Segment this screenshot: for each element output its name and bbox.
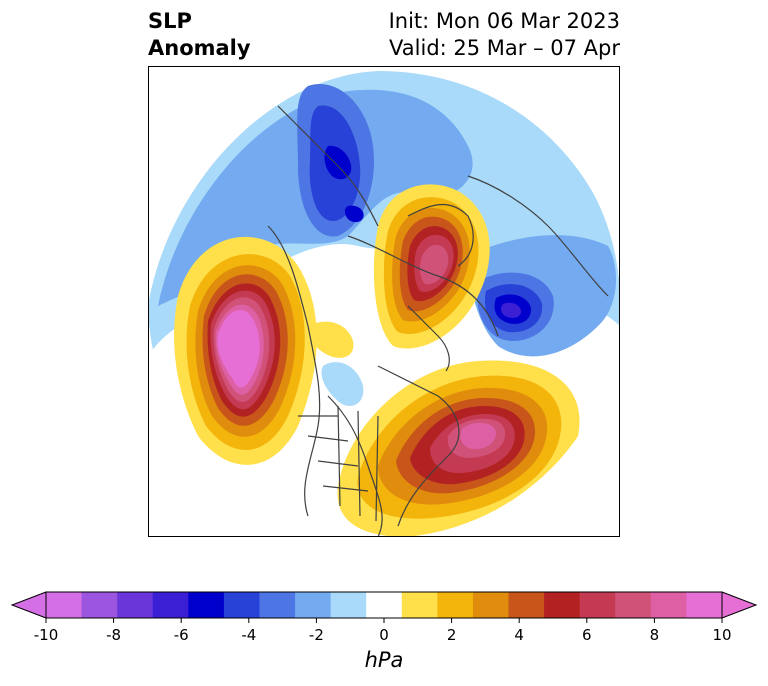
colorbar-tick-label: -6 [173, 626, 189, 644]
polar-map [148, 66, 620, 537]
title-left: SLP Anomaly [148, 8, 251, 62]
colorbar-cell [615, 592, 652, 618]
colorbar-cell [508, 592, 545, 618]
colorbar-extend-high [721, 591, 758, 619]
map-frame [148, 66, 620, 537]
colorbar-cells [10, 591, 758, 623]
colorbar-cell [579, 592, 616, 618]
colorbar-cell [188, 592, 225, 618]
colorbar-cell [223, 592, 260, 618]
colorbar-tick-label: 10 [712, 626, 732, 644]
colorbar-tick-label: -10 [33, 626, 59, 644]
title-right: Init: Mon 06 Mar 2023 Valid: 25 Mar – 07… [389, 8, 620, 62]
colorbar-cell [81, 592, 118, 618]
colorbar-cell [46, 592, 83, 618]
colorbar-cell [544, 592, 581, 618]
colorbar-tick-label: 2 [446, 626, 457, 644]
colorbar-cell [472, 592, 510, 618]
colorbar-cell [330, 592, 367, 618]
colorbar [10, 591, 758, 623]
coastlines [267, 105, 609, 537]
colorbar-cell [437, 592, 474, 618]
colorbar-cell [650, 592, 687, 618]
colorbar-extend-low [10, 591, 47, 619]
title-variable: SLP [148, 9, 192, 33]
colorbar-tick-label: -8 [106, 626, 122, 644]
colorbar-cell [259, 592, 296, 618]
colorbar-tick-label: 6 [582, 626, 592, 644]
colorbar-tick-label: 8 [649, 626, 660, 644]
colorbar-tick-label: -2 [308, 626, 324, 644]
colorbar-cell [152, 592, 189, 618]
colorbar-tick-label: 0 [379, 626, 389, 644]
colorbar-tick-label: -4 [241, 626, 257, 644]
init-date: Init: Mon 06 Mar 2023 [388, 9, 620, 33]
valid-range: Valid: 25 Mar – 07 Apr [389, 36, 620, 60]
anomaly-field [148, 71, 620, 537]
colorbar-cell [295, 592, 332, 618]
colorbar-unit: hPa [364, 648, 404, 672]
title-type: Anomaly [148, 36, 251, 60]
colorbar-cell [117, 592, 154, 618]
colorbar-cell [366, 592, 403, 618]
colorbar-cell [686, 592, 723, 618]
colorbar-tick-label: 4 [514, 626, 524, 644]
colorbar-cell [401, 592, 438, 618]
